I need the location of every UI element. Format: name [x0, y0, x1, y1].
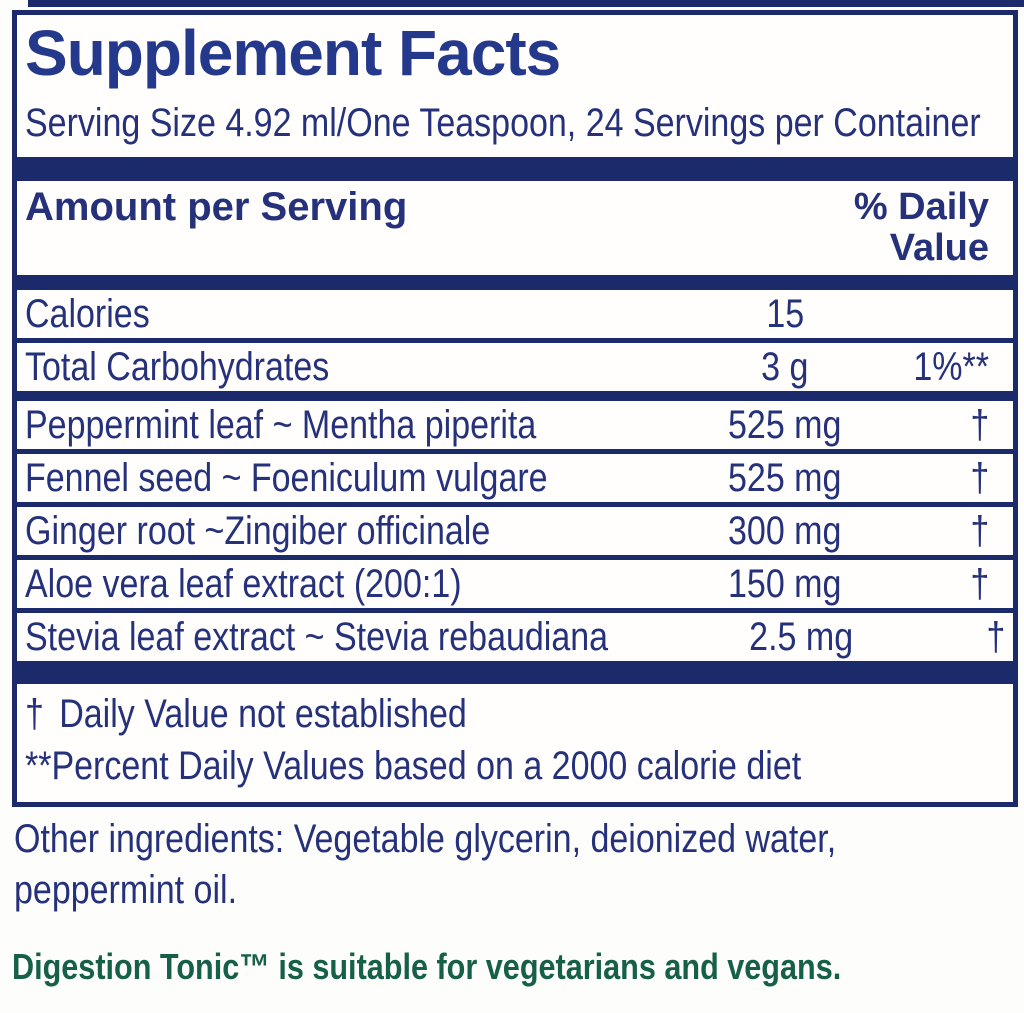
nutrient-amount: 150 mg	[728, 562, 842, 606]
divider-thick-top	[17, 157, 1013, 181]
dv-header-line2: Value	[889, 227, 989, 270]
nutrient-amount: 525 mg	[728, 456, 842, 500]
nutrient-name: Fennel seed ~ Foeniculum vulgare	[25, 456, 548, 500]
divider-medium	[17, 275, 1013, 290]
dagger-symbol: †	[25, 692, 44, 736]
column-header-row: Amount per Serving % Daily Value	[25, 185, 1005, 271]
nutrient-name: Calories	[25, 292, 150, 336]
nutrient-dv: †	[970, 562, 989, 606]
supplement-facts-panel: Supplement Facts Serving Size 4.92 ml/On…	[12, 10, 1018, 807]
column-header-daily-value: % Daily Value	[853, 186, 1005, 270]
nutrient-row: Fennel seed ~ Foeniculum vulgare 525 mg …	[17, 449, 1013, 502]
nutrient-rows: Calories 15 Total Carbohydrates 3 g 1%**…	[17, 290, 1013, 661]
nutrient-amount: 3 g	[761, 345, 809, 389]
nutrient-row: Calories 15	[17, 290, 1013, 338]
nutrient-row: Total Carbohydrates 3 g 1%**	[17, 338, 1013, 391]
dv-header-line1: % Daily	[853, 186, 989, 228]
nutrient-dv: †	[970, 403, 989, 447]
suitability-note: Digestion Tonic™ is suitable for vegetar…	[12, 948, 988, 986]
nutrient-dv: †	[986, 615, 1005, 659]
nutrient-name: Aloe vera leaf extract (200:1)	[25, 562, 462, 606]
nutrient-dv: 1%**	[913, 345, 989, 389]
nutrient-name: Peppermint leaf ~ Mentha piperita	[25, 403, 537, 447]
nutrient-name: Total Carbohydrates	[25, 345, 330, 389]
nutrient-dv: †	[970, 509, 989, 553]
footnote-dagger: † Daily Value not established	[25, 694, 1005, 734]
nutrient-dv: †	[970, 456, 989, 500]
nutrient-row: Ginger root ~Zingiber officinale 300 mg …	[17, 502, 1013, 555]
other-ingredients-text: Other ingredients: Vegetable glycerin, d…	[14, 817, 837, 913]
nutrient-name: Stevia leaf extract ~ Stevia rebaudiana	[25, 615, 609, 659]
nutrient-amount: 15	[766, 292, 804, 336]
nutrient-row: Stevia leaf extract ~ Stevia rebaudiana …	[17, 608, 1013, 661]
serving-size-text: Serving Size 4.92 ml/One Teaspoon, 24 Se…	[25, 101, 981, 145]
serving-size-line: Serving Size 4.92 ml/One Teaspoon, 24 Se…	[25, 103, 1005, 143]
nutrient-amount: 2.5 mg	[749, 615, 853, 659]
nutrient-amount: 300 mg	[728, 509, 842, 553]
divider-thick-bottom	[17, 661, 1013, 684]
nutrient-row: Aloe vera leaf extract (200:1) 150 mg †	[17, 555, 1013, 608]
facts-title: Supplement Facts	[25, 17, 561, 89]
footnote-percent-text: **Percent Daily Values based on a 2000 c…	[25, 744, 802, 788]
column-header-amount: Amount per Serving	[25, 185, 408, 229]
nutrient-amount: 525 mg	[728, 403, 842, 447]
footnote-percent: **Percent Daily Values based on a 2000 c…	[25, 746, 1005, 786]
nutrient-name: Ginger root ~Zingiber officinale	[25, 509, 491, 553]
footnote-dagger-text: Daily Value not established	[59, 692, 467, 736]
nutrient-row: Peppermint leaf ~ Mentha piperita 525 mg…	[17, 391, 1013, 449]
top-border-strip	[28, 0, 1024, 7]
suitability-text: Digestion Tonic™ is suitable for vegetar…	[12, 946, 842, 987]
